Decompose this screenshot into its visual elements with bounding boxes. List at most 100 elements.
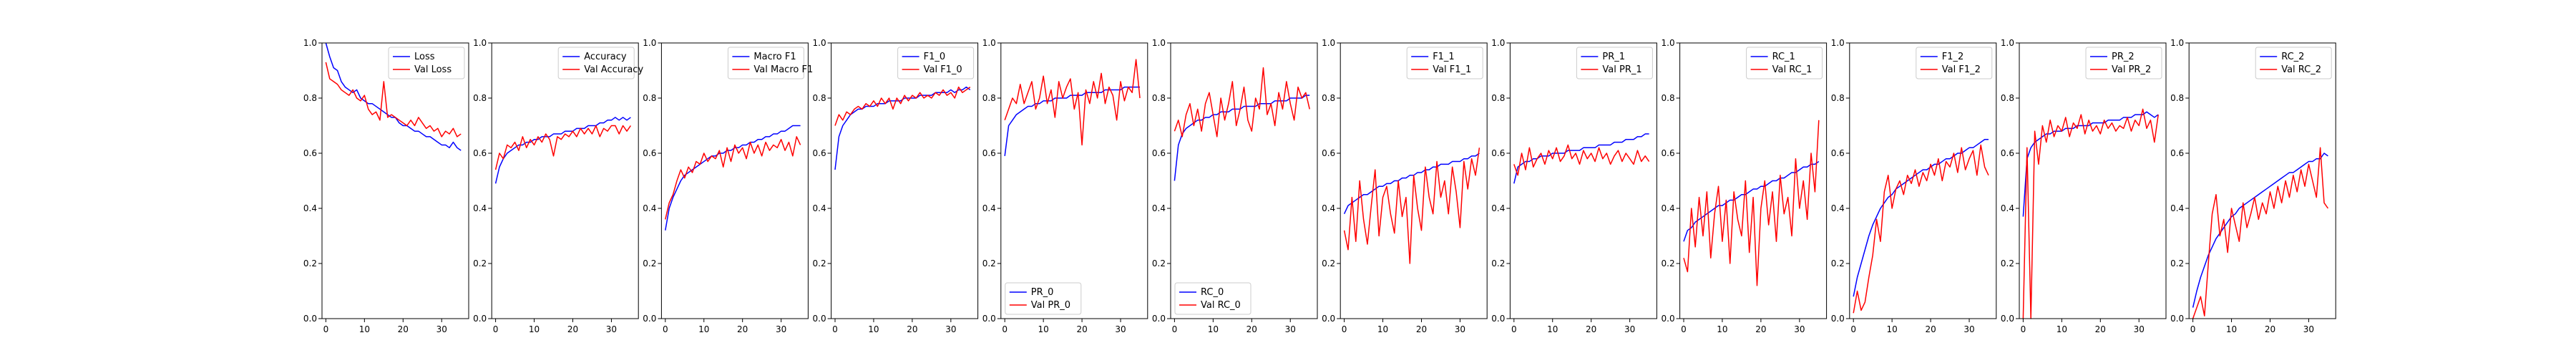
x-tick-label: 20: [1586, 324, 1596, 334]
legend: F1_1 Val F1_1: [1406, 47, 1483, 79]
series-line-val-f1-1: [1343, 147, 1480, 264]
series-line-f1-2: [1853, 139, 1989, 297]
y-tick-label: 0.2: [473, 258, 487, 268]
y-tick-label: 0.6: [2170, 148, 2184, 158]
x-tick-label: 20: [2265, 324, 2275, 334]
x-tick-label: 30: [436, 324, 447, 334]
legend-box: [1406, 47, 1483, 79]
legend-label: PR_1: [1602, 52, 1625, 62]
legend-box: [557, 47, 635, 79]
y-tick-label: 1.0: [1831, 38, 1845, 48]
x-tick-label: 20: [737, 324, 748, 334]
y-tick-label: 0.6: [303, 148, 317, 158]
legend-label: PR_0: [1031, 287, 1054, 298]
y-tick-label: 1.0: [1152, 38, 1166, 48]
legend-box: [1746, 47, 1823, 79]
y-tick-label: 0.6: [643, 148, 656, 158]
y-tick-label: 0.8: [303, 93, 317, 103]
axes-frame: [2019, 42, 2167, 319]
y-tick-label: 0.4: [303, 203, 317, 213]
legend-label: RC_2: [2281, 52, 2304, 62]
y-tick-label: 1.0: [1491, 38, 1505, 48]
y-tick-label: 0.4: [1831, 203, 1845, 213]
subplot-6: 0 10 20 30 0.0 0.2 0.4 0.6 0.8 1.0 RC_0 Val RC_0: [1152, 38, 1318, 334]
legend-label: Val RC_1: [1772, 64, 1813, 75]
y-tick-label: 1.0: [982, 38, 996, 48]
x-tick-label: 10: [1377, 324, 1388, 334]
y-tick-label: 0.4: [1491, 203, 1505, 213]
legend-box: [727, 47, 804, 79]
x-tick-label: 0: [1681, 324, 1687, 334]
y-tick-label: 0.0: [303, 314, 317, 324]
y-tick-label: 0.8: [1491, 93, 1505, 103]
y-tick-label: 0.8: [1831, 93, 1845, 103]
x-tick-label: 30: [1624, 324, 1635, 334]
x-tick-label: 0: [2190, 324, 2196, 334]
legend: F1_2 Val F1_2: [1916, 47, 1993, 79]
axes-frame: [831, 42, 979, 319]
y-tick-label: 0.4: [1152, 203, 1166, 213]
legend: PR_0 Val PR_0: [1005, 282, 1082, 315]
legend-label: Macro F1: [753, 52, 796, 62]
legend-label: Val PR_0: [1031, 300, 1070, 311]
y-tick-label: 0.4: [2170, 203, 2184, 213]
series-line-macro-f1: [665, 125, 801, 231]
y-tick-label: 0.2: [1831, 258, 1845, 268]
series-line-val-rc-0: [1174, 67, 1310, 137]
x-tick-label: 10: [698, 324, 709, 334]
axes-frame: [1170, 42, 1318, 319]
x-tick-label: 0: [1511, 324, 1517, 334]
subplot-11: 0 10 20 30 0.0 0.2 0.4 0.6 0.8 1.0 PR_2 Val PR_2: [2001, 38, 2167, 334]
subplot-7: 0 10 20 30 0.0 0.2 0.4 0.6 0.8 1.0 F1_1 Val F1_1: [1322, 38, 1488, 334]
y-tick-label: 0.0: [2001, 314, 2014, 324]
x-tick-label: 30: [1963, 324, 1974, 334]
y-tick-label: 0.4: [473, 203, 487, 213]
x-tick-label: 30: [1455, 324, 1465, 334]
y-tick-label: 0.0: [1662, 314, 1675, 324]
series-line-val-accuracy: [494, 125, 632, 170]
legend: RC_1 Val RC_1: [1746, 47, 1823, 79]
subplot-8: 0 10 20 30 0.0 0.2 0.4 0.6 0.8 1.0 PR_1 Val PR_1: [1491, 38, 1657, 334]
y-tick-label: 0.0: [2170, 314, 2184, 324]
y-tick-label: 0.8: [473, 93, 487, 103]
y-tick-label: 1.0: [1322, 38, 1335, 48]
y-tick-label: 1.0: [813, 38, 826, 48]
legend: RC_2 Val RC_2: [2255, 47, 2332, 79]
x-tick-label: 30: [2134, 324, 2145, 334]
legend-box: [1576, 47, 1653, 79]
x-tick-label: 20: [1925, 324, 1936, 334]
series-line-val-f1-0: [834, 86, 971, 126]
y-tick-label: 0.0: [1322, 314, 1335, 324]
series-line-f1-1: [1343, 153, 1480, 215]
x-tick-label: 10: [1038, 324, 1049, 334]
axes-frame: [1849, 42, 1997, 319]
x-tick-label: 0: [1850, 324, 1856, 334]
series-line-loss: [325, 42, 462, 151]
legend-label: Val RC_2: [2281, 64, 2321, 75]
legend: PR_2 Val PR_2: [2085, 47, 2162, 79]
y-tick-label: 0.2: [2001, 258, 2014, 268]
series-line-val-pr-1: [1513, 144, 1650, 176]
y-tick-label: 0.6: [1662, 148, 1675, 158]
series-line-val-f1-2: [1853, 144, 1989, 314]
legend: Accuracy Val Accuracy: [557, 47, 643, 79]
y-tick-label: 0.4: [2001, 203, 2014, 213]
y-tick-label: 0.6: [1152, 148, 1166, 158]
x-tick-label: 30: [1794, 324, 1805, 334]
y-tick-label: 0.6: [473, 148, 487, 158]
y-tick-label: 1.0: [303, 38, 317, 48]
x-tick-label: 20: [398, 324, 409, 334]
y-tick-label: 0.2: [643, 258, 656, 268]
legend-label: Val Accuracy: [584, 64, 643, 75]
y-tick-label: 0.0: [1831, 314, 1845, 324]
legend-label: Val Macro F1: [753, 64, 813, 75]
x-tick-label: 30: [1115, 324, 1126, 334]
y-tick-label: 0.2: [1491, 258, 1505, 268]
legend-label: Val Loss: [414, 64, 452, 75]
y-tick-label: 0.2: [982, 258, 996, 268]
x-tick-label: 20: [567, 324, 578, 334]
y-tick-label: 0.2: [2170, 258, 2184, 268]
legend-label: RC_1: [1772, 52, 1795, 62]
series-line-val-macro-f1: [665, 136, 801, 220]
